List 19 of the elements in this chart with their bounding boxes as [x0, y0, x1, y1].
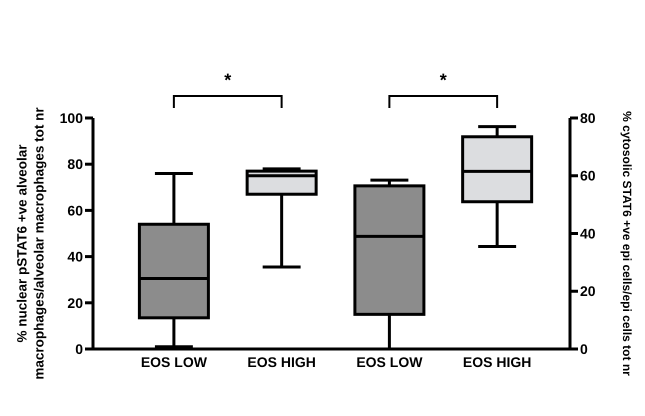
y2-axis-title: % cytosolic STAT6 +ve epi cells/epi cells tot nr	[620, 111, 634, 376]
y-tick-label: 60	[67, 202, 84, 218]
y2-tick-label: 40	[580, 225, 596, 242]
y-tick-label: 80	[67, 156, 84, 172]
y-tick-label: 40	[67, 248, 84, 265]
y2-tick-label: 20	[580, 283, 596, 300]
y2-tick-label: 80	[580, 110, 596, 126]
text: *	[224, 70, 232, 90]
y-tick-label: 100	[60, 110, 84, 126]
y-axis-title: % nuclear pSTAT6 +ve alveolar macrophages/alveolar macrophages tot nr	[14, 106, 46, 380]
y-tick-label: 20	[67, 294, 84, 311]
x-tick-label: EOS HIGH	[462, 354, 532, 370]
x-tick-label: EOS LOW	[356, 354, 424, 370]
x-tick-label: EOS LOW	[140, 354, 208, 370]
text: *	[440, 70, 447, 90]
x-tick-label: EOS HIGH	[247, 354, 316, 370]
y2-tick-label: 60	[580, 168, 596, 184]
y-tick-label: 0	[75, 340, 84, 357]
y2-tick-label: 0	[580, 340, 588, 357]
